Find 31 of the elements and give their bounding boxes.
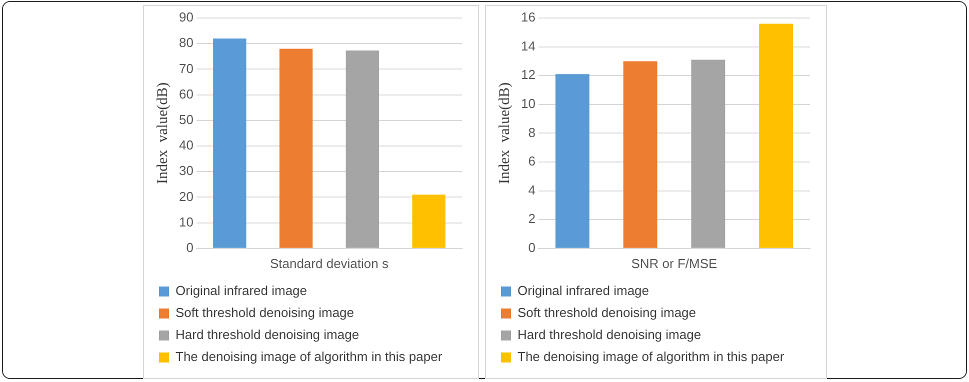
- x-axis-title: SNR or F/MSE: [631, 256, 718, 271]
- y-tick-label: 2: [528, 211, 536, 226]
- y-tick-label: 8: [528, 124, 536, 140]
- legend-label: Soft threshold denoising image: [176, 305, 354, 320]
- legend-label: Soft threshold denoising image: [518, 305, 696, 320]
- x-axis-title: Standard deviation s: [270, 256, 389, 271]
- y-tick-label: 6: [528, 154, 536, 169]
- y-tick-label: 30: [178, 163, 194, 178]
- y-axis-title: Index value(dB): [496, 82, 513, 184]
- y-tick-label: 4: [528, 182, 536, 198]
- y-tick-label: 16: [520, 10, 536, 25]
- y-tick-label: 70: [178, 60, 194, 76]
- legend-label: Original infrared image: [176, 283, 308, 298]
- y-tick-label: 20: [178, 188, 194, 204]
- y-axis-title: Index value(dB): [154, 82, 171, 184]
- y-tick-label: 12: [520, 67, 536, 82]
- y-tick-label: 10: [520, 96, 536, 111]
- legend-label: The denoising image of algorithm in this paper: [176, 349, 443, 364]
- y-tick-label: 40: [178, 138, 194, 153]
- legend-label: The denoising image of algorithm in this paper: [518, 349, 785, 364]
- y-tick-label: 60: [178, 86, 194, 102]
- y-tick-label: 14: [520, 38, 536, 54]
- legend-label: Hard threshold denoising image: [518, 327, 702, 342]
- y-tick-label: 90: [178, 10, 194, 25]
- y-tick-label: 0: [186, 240, 194, 255]
- y-tick-label: 10: [178, 214, 194, 230]
- legend-label: Hard threshold denoising image: [176, 327, 360, 342]
- y-tick-label: 80: [178, 35, 194, 50]
- legend-label: Original infrared image: [518, 283, 650, 298]
- y-tick-label: 0: [528, 240, 536, 255]
- y-tick-label: 50: [178, 112, 194, 127]
